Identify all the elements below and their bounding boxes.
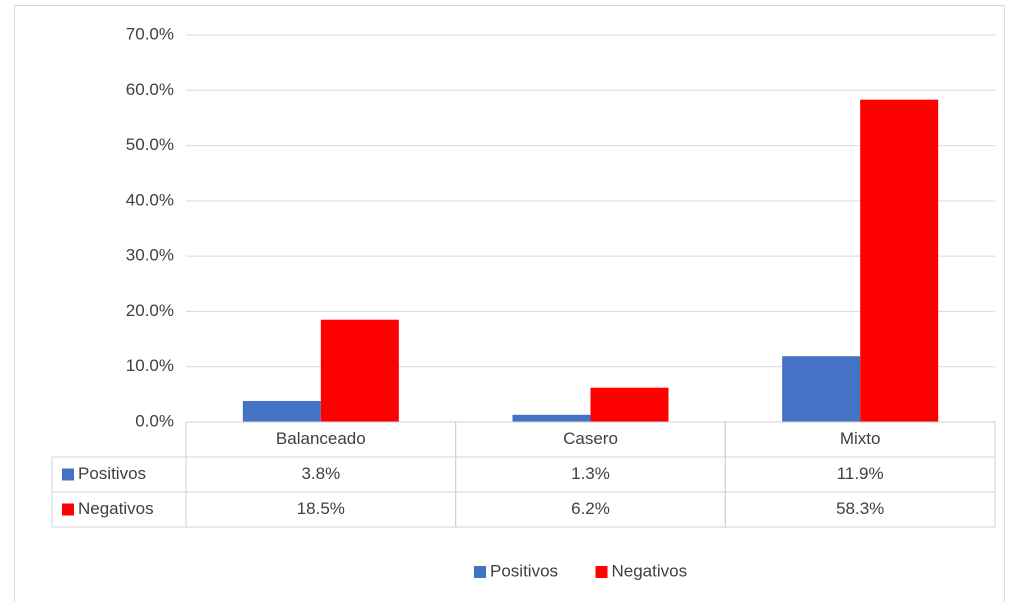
y-tick-label: 70.0% (126, 24, 174, 43)
table-legend-key (62, 503, 74, 516)
legend-key (474, 566, 486, 578)
table-value: 11.9% (837, 464, 884, 483)
bar (512, 414, 591, 422)
chart-border (14, 5, 1005, 602)
y-tick-label: 10.0% (126, 356, 174, 375)
x-tick-label: Mixto (840, 429, 881, 448)
table-value: 3.8% (301, 464, 340, 483)
table-value: 58.3% (836, 499, 884, 518)
y-tick-label: 60.0% (126, 80, 174, 99)
bar (242, 400, 321, 422)
legend-key (595, 566, 608, 578)
x-tick-label: Balanceado (276, 429, 366, 448)
y-tick-label: 30.0% (126, 246, 174, 265)
bar (860, 99, 939, 422)
table-value: 1.3% (571, 464, 610, 483)
bar (320, 319, 399, 422)
legend-label: Negativos (612, 561, 688, 580)
table-series-name: Negativos (78, 499, 154, 518)
table-value: 18.5% (297, 499, 345, 518)
legend-label: Positivos (490, 561, 558, 580)
table-series-name: Positivos (78, 464, 146, 483)
table-row (51, 491, 996, 528)
y-tick-label: 0.0% (135, 411, 174, 430)
bar (590, 387, 669, 422)
bar (782, 356, 861, 422)
table-value: 6.2% (571, 499, 610, 518)
table-legend-key (62, 468, 74, 481)
y-tick-label: 20.0% (126, 301, 174, 320)
y-tick-label: 50.0% (126, 135, 174, 154)
x-tick-label: Casero (563, 429, 618, 448)
y-tick-label: 40.0% (126, 190, 174, 209)
